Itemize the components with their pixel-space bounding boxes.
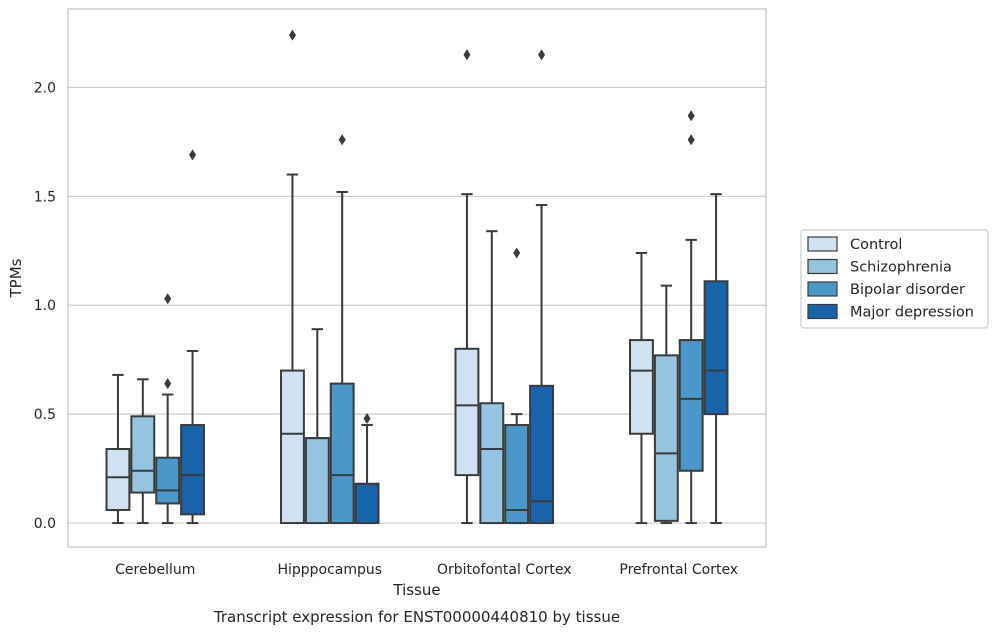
box-series [105,29,729,525]
plot-frame [67,8,767,548]
box-major-depression [529,49,554,525]
box-rect [529,384,554,525]
legend-label: Major depression [850,305,974,321]
outlier-point [687,110,695,122]
box-schizophrenia [653,284,679,525]
outlier-point [687,134,695,146]
x-axis-label: Tissue [392,581,440,599]
box-schizophrenia [130,378,156,525]
box-rect [454,347,480,477]
box-schizophrenia [479,230,505,525]
outlier-point [363,412,371,424]
legend-swatch [807,258,838,275]
outlier-point [288,29,296,41]
box-rect [653,354,679,522]
legend-swatch [807,281,838,297]
box-rect [180,424,205,516]
box-control [629,251,654,525]
outlier-point [164,293,172,305]
y-tick-label: 1.0 [34,298,56,314]
box-rect [703,280,729,416]
box-bipolar-disorder [504,247,530,525]
box-rect [304,437,330,525]
box-rect [329,382,355,525]
box-rect [105,447,131,511]
box-rect [479,402,505,525]
y-tick-label: 0.0 [34,516,56,532]
y-tick-label: 0.5 [34,407,56,423]
outlier-point [463,49,471,61]
outlier-point [338,134,346,146]
x-tick-label: Prefrontal Cortex [619,562,738,578]
legend-frame [800,229,989,329]
box-rect [280,369,305,525]
box-bipolar-disorder [329,134,355,525]
x-tick-label: Hipppocampus [277,562,382,578]
y-tick-label: 1.5 [34,189,56,205]
x-tick-label: Orbitofontal Cortex [437,562,572,578]
box-major-depression [703,193,729,525]
box-rect [504,424,530,525]
box-major-depression [354,412,380,525]
legend-label: Control [850,237,902,253]
box-rect [629,339,654,435]
outlier-point [164,378,172,390]
box-control [105,373,131,525]
box-bipolar-disorder [678,110,704,525]
box-control [454,49,480,525]
grid-lines [68,86,766,524]
outlier-point [513,247,521,259]
x-tick-labels: Cerebellum Hipppocampus Orbitofontal Corte… [115,562,738,578]
box-schizophrenia [304,328,330,525]
outlier-point [189,149,197,161]
legend-swatch [807,303,838,320]
outlier-point [538,49,546,61]
legend-label: Bipolar disorder [850,282,965,298]
chart-title: Transcript expression for ENST0000044081… [213,608,620,626]
y-axis-label: TPMs [7,258,25,298]
box-rect [155,456,181,505]
legend: Control Schizophrenia Bipolar disorder Majo… [800,229,989,329]
box-rect [354,482,380,525]
box-control [280,29,305,525]
y-tick-label: 2.0 [34,80,56,96]
y-tick-labels: 0.0 0.5 1.0 1.5 2.0 [34,80,56,532]
legend-swatch [807,236,838,252]
box-rect [678,339,704,472]
legend-label: Schizophrenia [850,260,952,276]
box-major-depression [180,149,205,525]
x-tick-label: Cerebellum [115,562,195,578]
box-bipolar-disorder [155,293,181,525]
box-rect [130,415,156,494]
